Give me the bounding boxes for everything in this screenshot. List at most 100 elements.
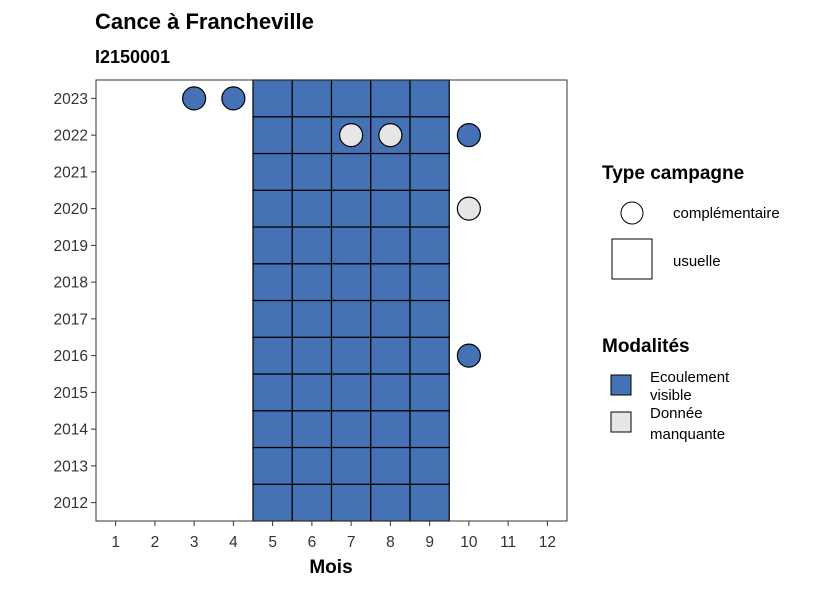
y-axis: 2012 2013 2014 2015 2016 2017 2018 2019 2020 2021… — [54, 91, 96, 512]
tile-2018-8 — [370, 263, 411, 302]
chart-subtitle: I2150001 — [95, 47, 170, 67]
tile-2023-5 — [252, 79, 293, 118]
point-2023-3 — [182, 86, 207, 111]
tile-2012-5 — [252, 483, 293, 522]
tile-2015-9 — [409, 373, 450, 412]
point-2020-10 — [456, 196, 481, 221]
tile-2018-9 — [409, 263, 450, 302]
legend-type-campagne: Type campagne complémentaire usuelle — [602, 163, 780, 280]
y-tick-label-2016: 2016 — [54, 348, 88, 365]
tile-2019-9 — [409, 226, 450, 265]
y-tick-label-2013: 2013 — [54, 458, 88, 475]
tile-2018-6 — [291, 263, 333, 302]
tile-2017-8 — [370, 299, 411, 338]
tile-2020-8 — [370, 189, 411, 228]
tile-2014-7 — [330, 410, 372, 449]
legend-modalites: Modalités Ecoulement visible Donnée manq… — [602, 336, 730, 443]
tile-2017-9 — [409, 299, 450, 338]
y-tick-label-2023: 2023 — [54, 91, 88, 108]
tile-2019-6 — [291, 226, 333, 265]
tile-2019-7 — [330, 226, 372, 265]
legend-usuelle-label: usuelle — [673, 253, 721, 270]
x-tick-label-7: 7 — [347, 534, 356, 551]
tile-2023-6 — [291, 79, 333, 118]
legend-manquante-label-line1: Donnée — [650, 405, 703, 422]
tile-2012-6 — [291, 483, 333, 522]
tile-2016-5 — [252, 336, 293, 375]
x-tick-label-2: 2 — [151, 534, 160, 551]
tile-2014-6 — [291, 410, 333, 449]
point-2022-10 — [456, 123, 481, 148]
chart-title: Cance à Francheville — [95, 9, 314, 34]
tile-2015-7 — [330, 373, 372, 412]
tile-2019-5 — [252, 226, 293, 265]
tile-2023-7 — [330, 79, 372, 118]
tile-2018-7 — [330, 263, 372, 302]
tile-2014-5 — [252, 410, 293, 449]
y-tick-label-2012: 2012 — [54, 495, 88, 512]
y-tick-label-2022: 2022 — [54, 128, 88, 145]
tile-layer — [252, 79, 450, 522]
y-tick-label-2020: 2020 — [54, 201, 89, 218]
legend-manquante-swatch — [610, 411, 632, 433]
legend-modalites-title: Modalités — [602, 336, 690, 357]
x-tick-label-4: 4 — [229, 534, 238, 551]
x-tick-label-11: 11 — [500, 534, 516, 551]
tile-2020-5 — [252, 189, 293, 228]
x-tick-label-3: 3 — [190, 534, 199, 551]
tile-2023-9 — [409, 79, 450, 118]
point-layer — [182, 86, 481, 368]
tile-2017-6 — [291, 299, 333, 338]
tile-2022-9 — [409, 116, 450, 155]
legend-circle-swatch — [620, 201, 644, 225]
x-axis-title: Mois — [309, 557, 352, 578]
legend-ecoulement-label-line1: Ecoulement — [650, 369, 730, 386]
legend-type-title: Type campagne — [602, 163, 744, 184]
y-tick-label-2015: 2015 — [54, 385, 88, 402]
legend-ecoulement-swatch — [610, 374, 632, 396]
tile-2022-5 — [252, 116, 293, 155]
tile-2012-8 — [370, 483, 411, 522]
legend-manquante-label-line2: manquante — [650, 426, 725, 443]
tile-2016-7 — [330, 336, 372, 375]
x-axis: 1 2 3 4 5 6 7 8 9 10 11 12 — [111, 521, 556, 551]
point-2016-10 — [456, 343, 481, 368]
y-tick-label-2021: 2021 — [54, 164, 88, 181]
tile-2014-8 — [370, 410, 411, 449]
tile-2016-6 — [291, 336, 333, 375]
tile-2012-7 — [330, 483, 372, 522]
tile-2019-8 — [370, 226, 411, 265]
tile-2021-9 — [409, 152, 450, 191]
tile-2020-9 — [409, 189, 450, 228]
x-tick-label-1: 1 — [111, 534, 120, 551]
y-tick-label-2018: 2018 — [54, 275, 88, 292]
tile-2021-8 — [370, 152, 411, 191]
tile-2013-7 — [330, 446, 372, 485]
x-tick-label-6: 6 — [308, 534, 317, 551]
point-2022-7 — [339, 123, 364, 148]
tile-2020-6 — [291, 189, 333, 228]
y-tick-label-2019: 2019 — [54, 238, 88, 255]
x-tick-label-8: 8 — [386, 534, 395, 551]
tile-2020-7 — [330, 189, 372, 228]
point-2023-4 — [221, 86, 246, 111]
tile-2016-9 — [409, 336, 450, 375]
tile-2014-9 — [409, 410, 450, 449]
tile-2016-8 — [370, 336, 411, 375]
legend-complementaire-label: complémentaire — [673, 205, 780, 222]
tile-2017-7 — [330, 299, 372, 338]
tile-2013-8 — [370, 446, 411, 485]
tile-2015-8 — [370, 373, 411, 412]
legend-ecoulement-label-line2: visible — [650, 387, 692, 404]
y-tick-label-2017: 2017 — [54, 311, 88, 328]
tile-2021-7 — [330, 152, 372, 191]
tile-2013-5 — [252, 446, 293, 485]
legend-square-swatch — [611, 238, 653, 280]
plot-border — [95, 79, 568, 522]
tile-2018-5 — [252, 263, 293, 302]
x-tick-label-12: 12 — [539, 534, 556, 551]
x-tick-label-5: 5 — [268, 534, 277, 551]
x-tick-label-10: 10 — [460, 534, 478, 551]
tile-2023-8 — [370, 79, 411, 118]
